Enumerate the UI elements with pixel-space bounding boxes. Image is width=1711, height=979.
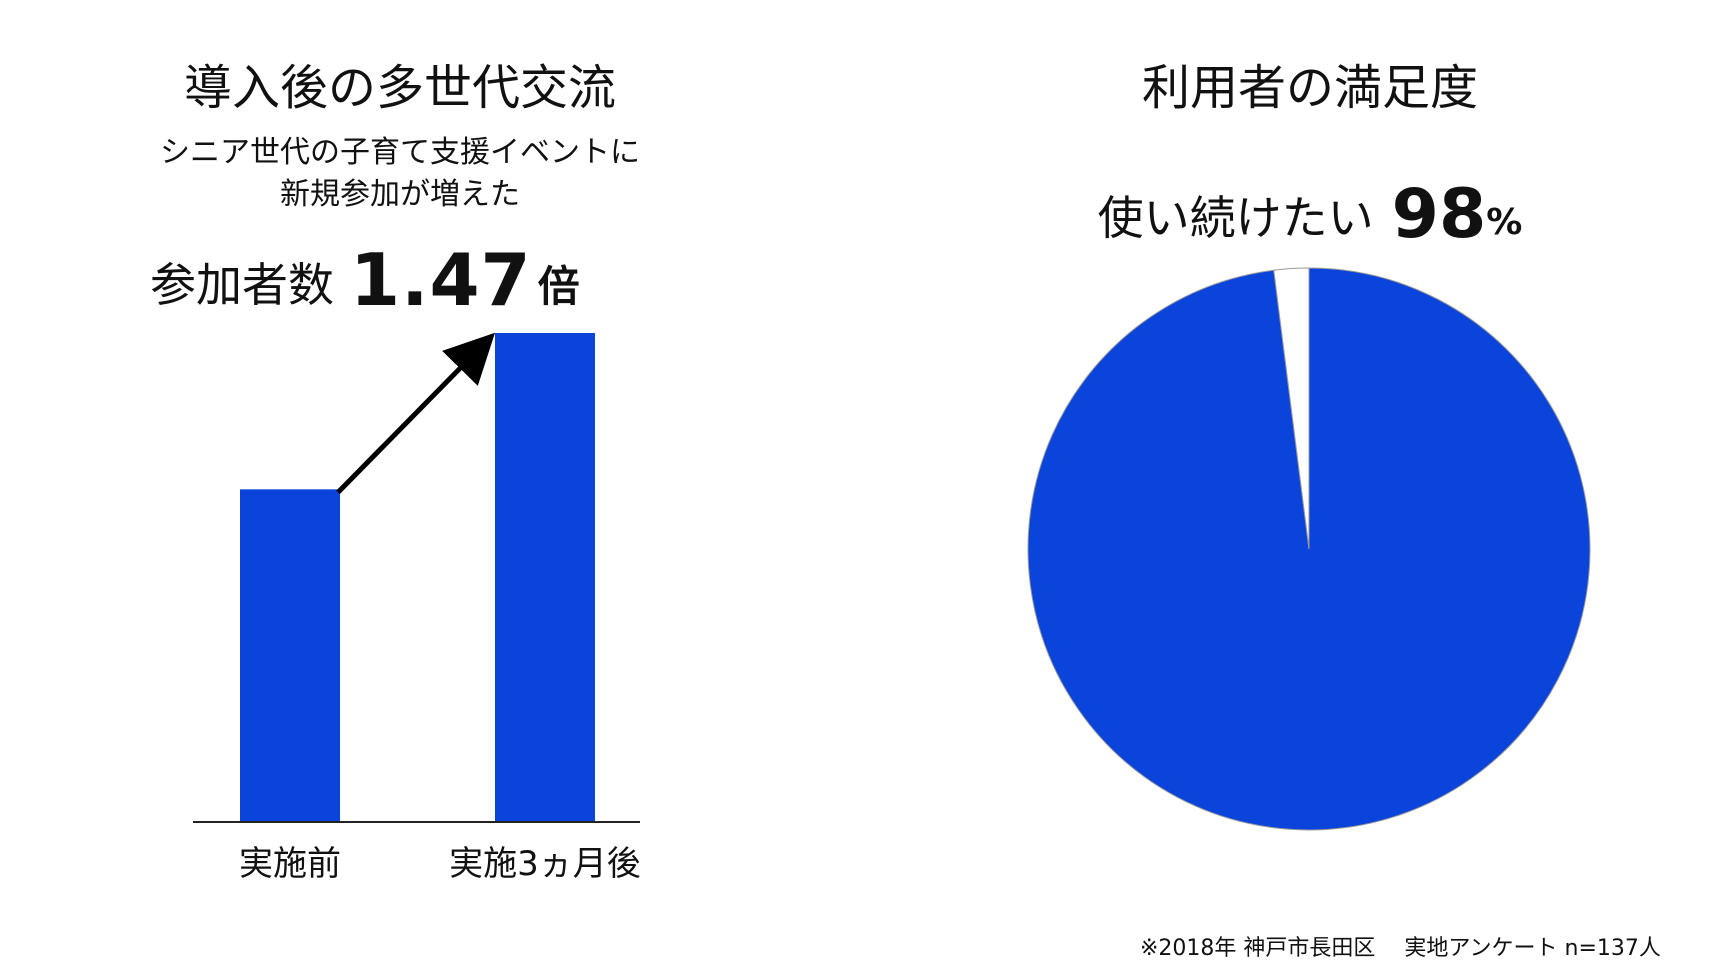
x-tick-labels: 実施前 実施3ヵ月後 xyxy=(239,844,641,884)
bar-1 xyxy=(240,489,340,822)
headline-prefix: 参加者数 xyxy=(150,258,334,312)
subtitle-line-2: 新規参加が増えた xyxy=(280,177,520,212)
bar-2 xyxy=(495,333,595,822)
pie-slice-group xyxy=(1027,267,1591,831)
satisfaction-headline: 使い続けたい 98% xyxy=(1060,175,1560,254)
headline-prefix: 使い続けたい xyxy=(1097,191,1374,245)
growth-arrow xyxy=(336,332,496,495)
left-chart-title: 導入後の多世代交流 xyxy=(183,60,616,116)
pie-slice-2 xyxy=(1273,267,1310,550)
right-chart-title: 利用者の満足度 xyxy=(1141,60,1478,116)
bar-group xyxy=(240,333,595,822)
headline-unit: 倍 xyxy=(537,262,580,311)
headline-value: 1.47 xyxy=(350,238,532,322)
left-chart-subtitle: シニア世代の子育て支援イベントに 新規参加が増えた xyxy=(0,132,800,216)
headline-unit: % xyxy=(1486,202,1523,243)
x-tick-label: 実施前 xyxy=(239,844,341,884)
headline-value: 98 xyxy=(1391,175,1487,254)
bar-chart: 実施前 実施3ヵ月後 xyxy=(193,332,641,884)
subtitle-line-1: シニア世代の子育て支援イベントに xyxy=(160,135,640,170)
x-tick-label: 実施3ヵ月後 xyxy=(449,844,641,884)
participants-headline: 参加者数 1.47 倍 xyxy=(150,238,580,322)
survey-footnote: ※2018年 神戸市長田区 実地アンケート n=137人 xyxy=(1140,936,1661,961)
